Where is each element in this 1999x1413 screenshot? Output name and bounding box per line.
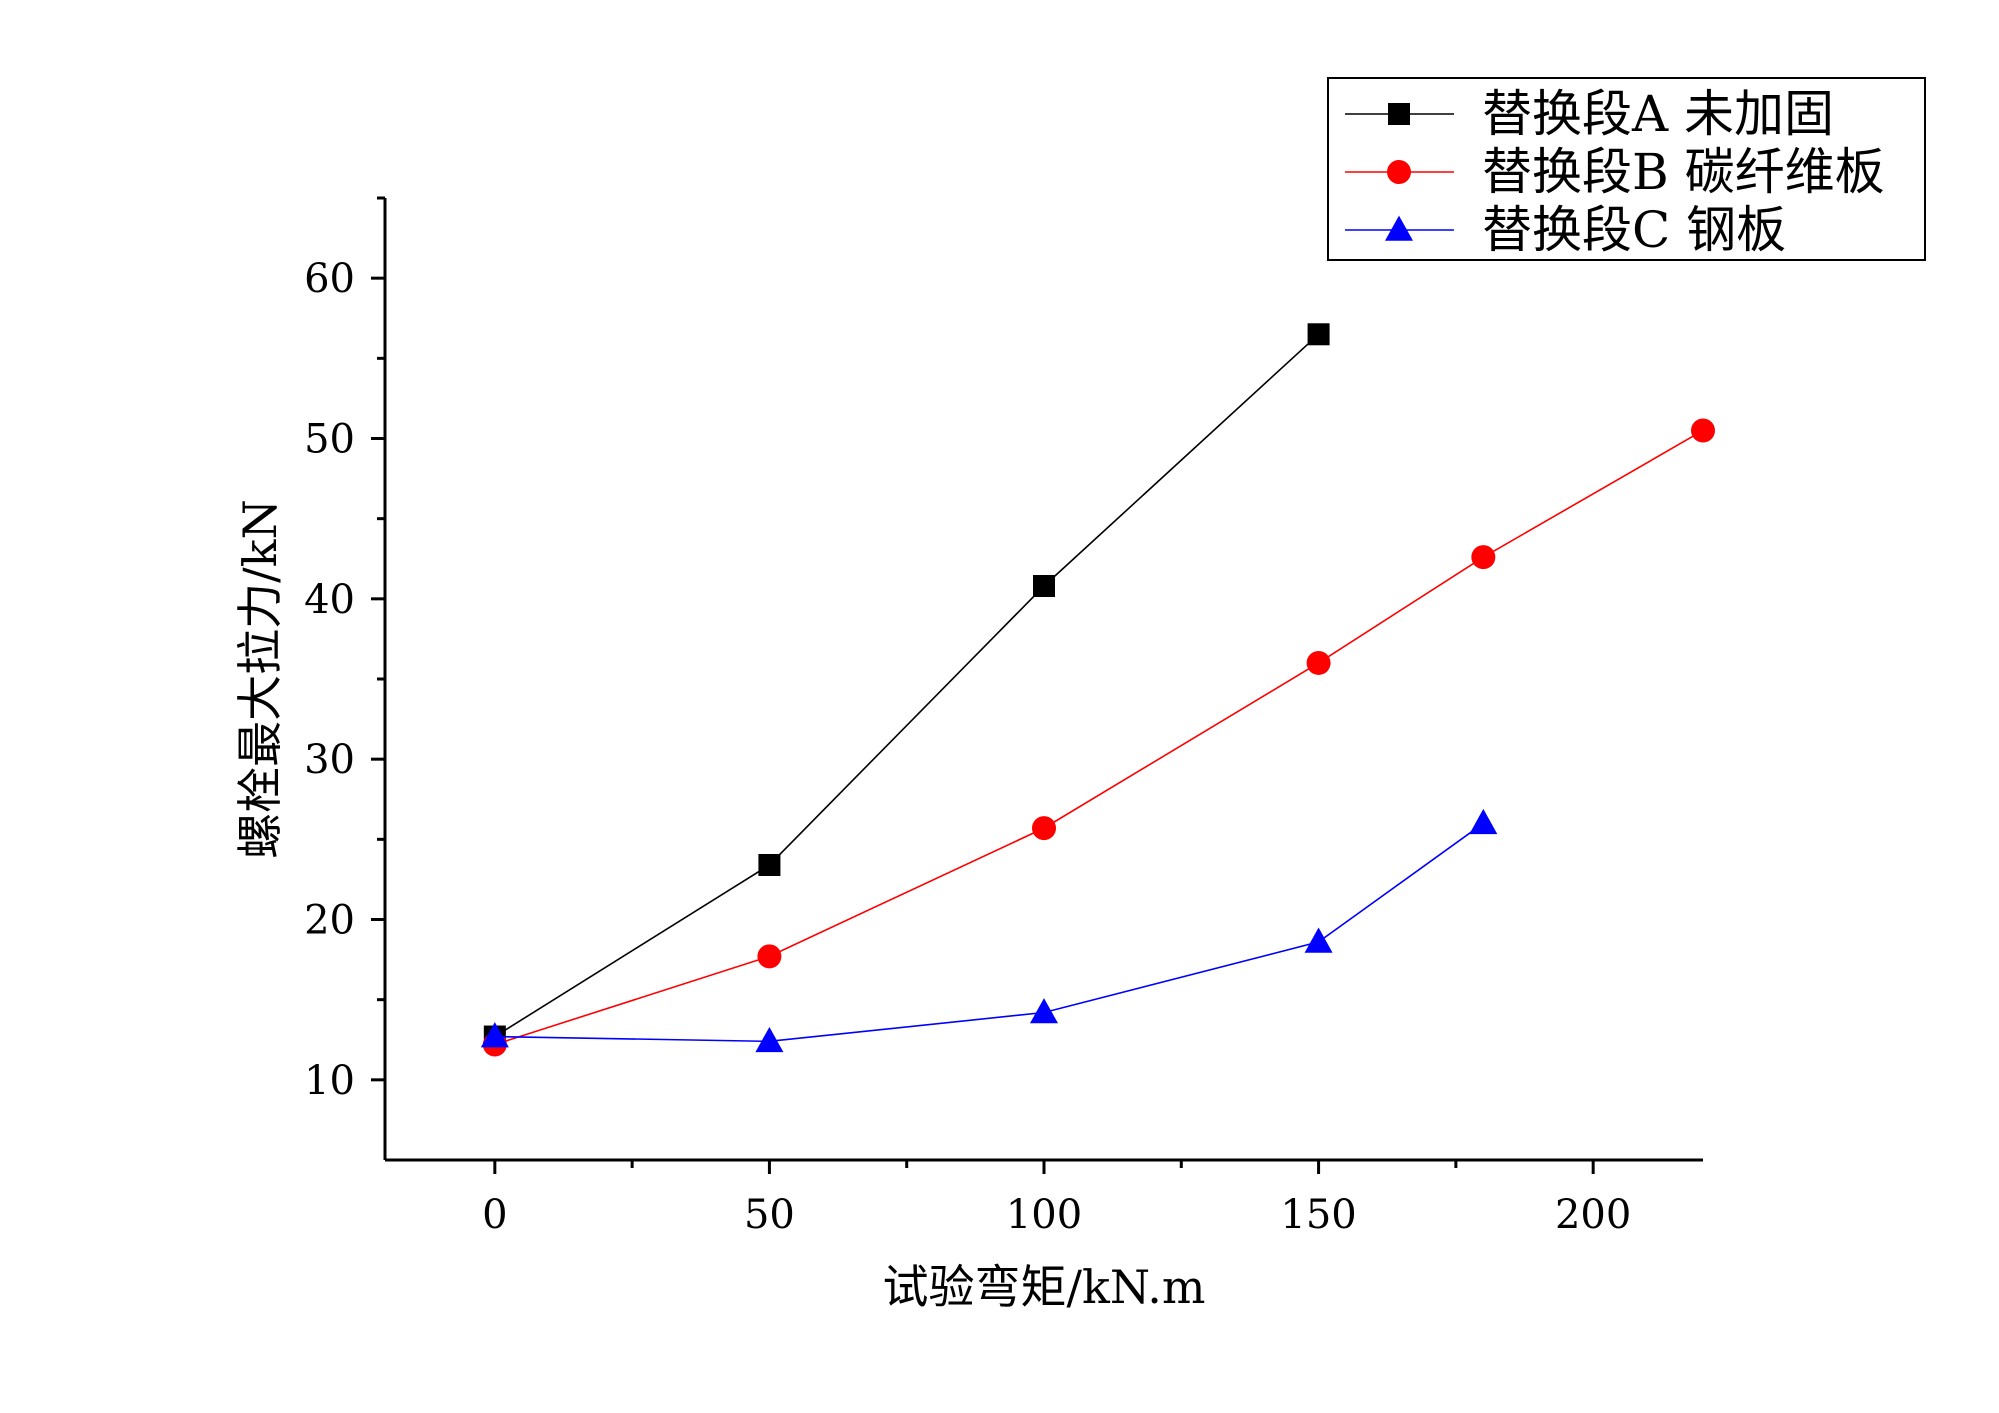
x-tick-label: 50 xyxy=(744,1192,795,1238)
data-point xyxy=(1471,545,1496,570)
y-axis-title: 螺栓最大拉力/kN xyxy=(233,499,287,859)
legend-marker xyxy=(1385,215,1413,241)
x-tick-label: 200 xyxy=(1555,1192,1631,1238)
legend-item: 替换段A 未加固 xyxy=(1345,85,1834,143)
legend-item: 替换段C 钢板 xyxy=(1345,201,1786,259)
data-point xyxy=(1030,998,1058,1024)
data-point xyxy=(1033,575,1055,598)
data-point xyxy=(755,1026,784,1053)
x-axis-title: 试验弯矩/kN.m xyxy=(883,1260,1206,1314)
x-tick-label: 150 xyxy=(1280,1192,1356,1238)
x-tick-label: 0 xyxy=(482,1192,507,1238)
series-0 xyxy=(483,323,1330,1048)
y-tick-label: 40 xyxy=(304,577,355,623)
axes: 0 50 100 150 200 10 20 30 40 50 60 xyxy=(304,196,1703,1238)
plot-area xyxy=(480,323,1715,1057)
series-2 xyxy=(480,808,1498,1053)
legend-item: 替换段B 碳纤维板 xyxy=(1345,143,1885,201)
legend-label: 替换段C 钢板 xyxy=(1482,201,1786,259)
data-point xyxy=(1306,650,1331,675)
data-point xyxy=(757,944,782,969)
series-line xyxy=(494,333,1320,1038)
series-line xyxy=(494,822,1484,1043)
y-tick-label: 30 xyxy=(304,737,355,783)
y-tick-label: 60 xyxy=(304,256,355,302)
series-line xyxy=(494,429,1704,1046)
data-point xyxy=(1469,808,1498,835)
data-point xyxy=(480,1022,509,1048)
legend-marker xyxy=(1387,160,1411,184)
legend-label: 替换段B 碳纤维板 xyxy=(1482,143,1885,201)
data-point xyxy=(758,853,781,876)
data-point xyxy=(1307,323,1330,346)
y-tick-label: 20 xyxy=(304,898,355,944)
data-point xyxy=(1691,418,1715,443)
data-point xyxy=(1304,927,1333,953)
data-point xyxy=(1032,816,1056,841)
y-tick-label: 10 xyxy=(304,1058,355,1104)
legend-label: 替换段A 未加固 xyxy=(1482,85,1834,143)
x-tick-label: 100 xyxy=(1006,1192,1082,1238)
series-1 xyxy=(482,418,1715,1057)
legend-marker xyxy=(1388,103,1410,125)
y-tick-label: 50 xyxy=(304,417,355,463)
